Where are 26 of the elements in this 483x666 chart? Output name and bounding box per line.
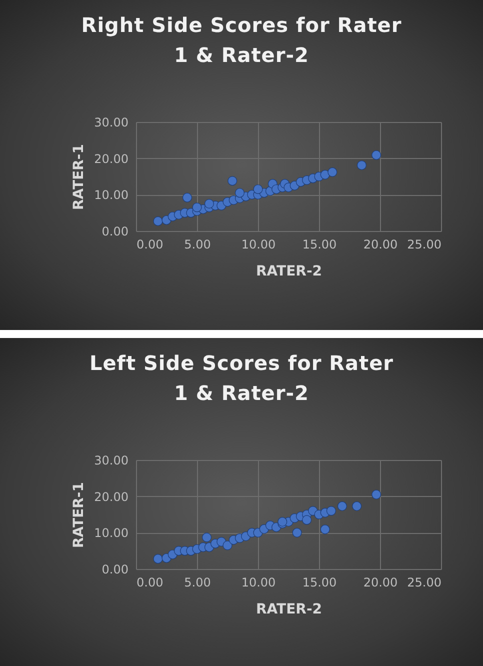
x-tick-label: 20.00 (363, 238, 398, 252)
x-tick-label: 25.00 (407, 576, 442, 590)
x-tick-label: 10.00 (241, 238, 276, 252)
y-tick-label: 0.00 (102, 562, 128, 576)
y-tick-label: 0.00 (102, 224, 128, 238)
chart-title: Right Side Scores for Rater 1 & Rater-2 (80, 12, 403, 69)
y-tick-label: 30.00 (94, 454, 128, 468)
y-tick-label: 20.00 (94, 490, 128, 504)
y-tick-label: 10.00 (94, 188, 128, 202)
x-tick-label: 5.00 (184, 576, 211, 590)
y-tick-label: 20.00 (94, 152, 128, 166)
y-axis-title: RATER-1 (71, 144, 88, 210)
x-tick-label: 10.00 (241, 576, 276, 590)
chart-title: Left Side Scores for Rater 1 & Rater-2 (88, 350, 395, 407)
x-axis-title: RATER-2 (256, 602, 322, 618)
y-tick-label: 30.00 (94, 116, 128, 130)
x-axis-title: RATER-2 (256, 264, 322, 280)
x-tick-label: 5.00 (184, 238, 211, 252)
x-tick-label: 25.00 (407, 238, 442, 252)
y-tick-label: 10.00 (94, 526, 128, 540)
x-tick-label: 0.00 (136, 238, 164, 252)
y-axis-title: RATER-1 (71, 482, 88, 548)
x-tick-label: 15.00 (302, 576, 337, 590)
x-tick-label: 20.00 (363, 576, 398, 590)
x-tick-label: 0.00 (136, 576, 164, 590)
x-tick-label: 15.00 (302, 238, 337, 252)
